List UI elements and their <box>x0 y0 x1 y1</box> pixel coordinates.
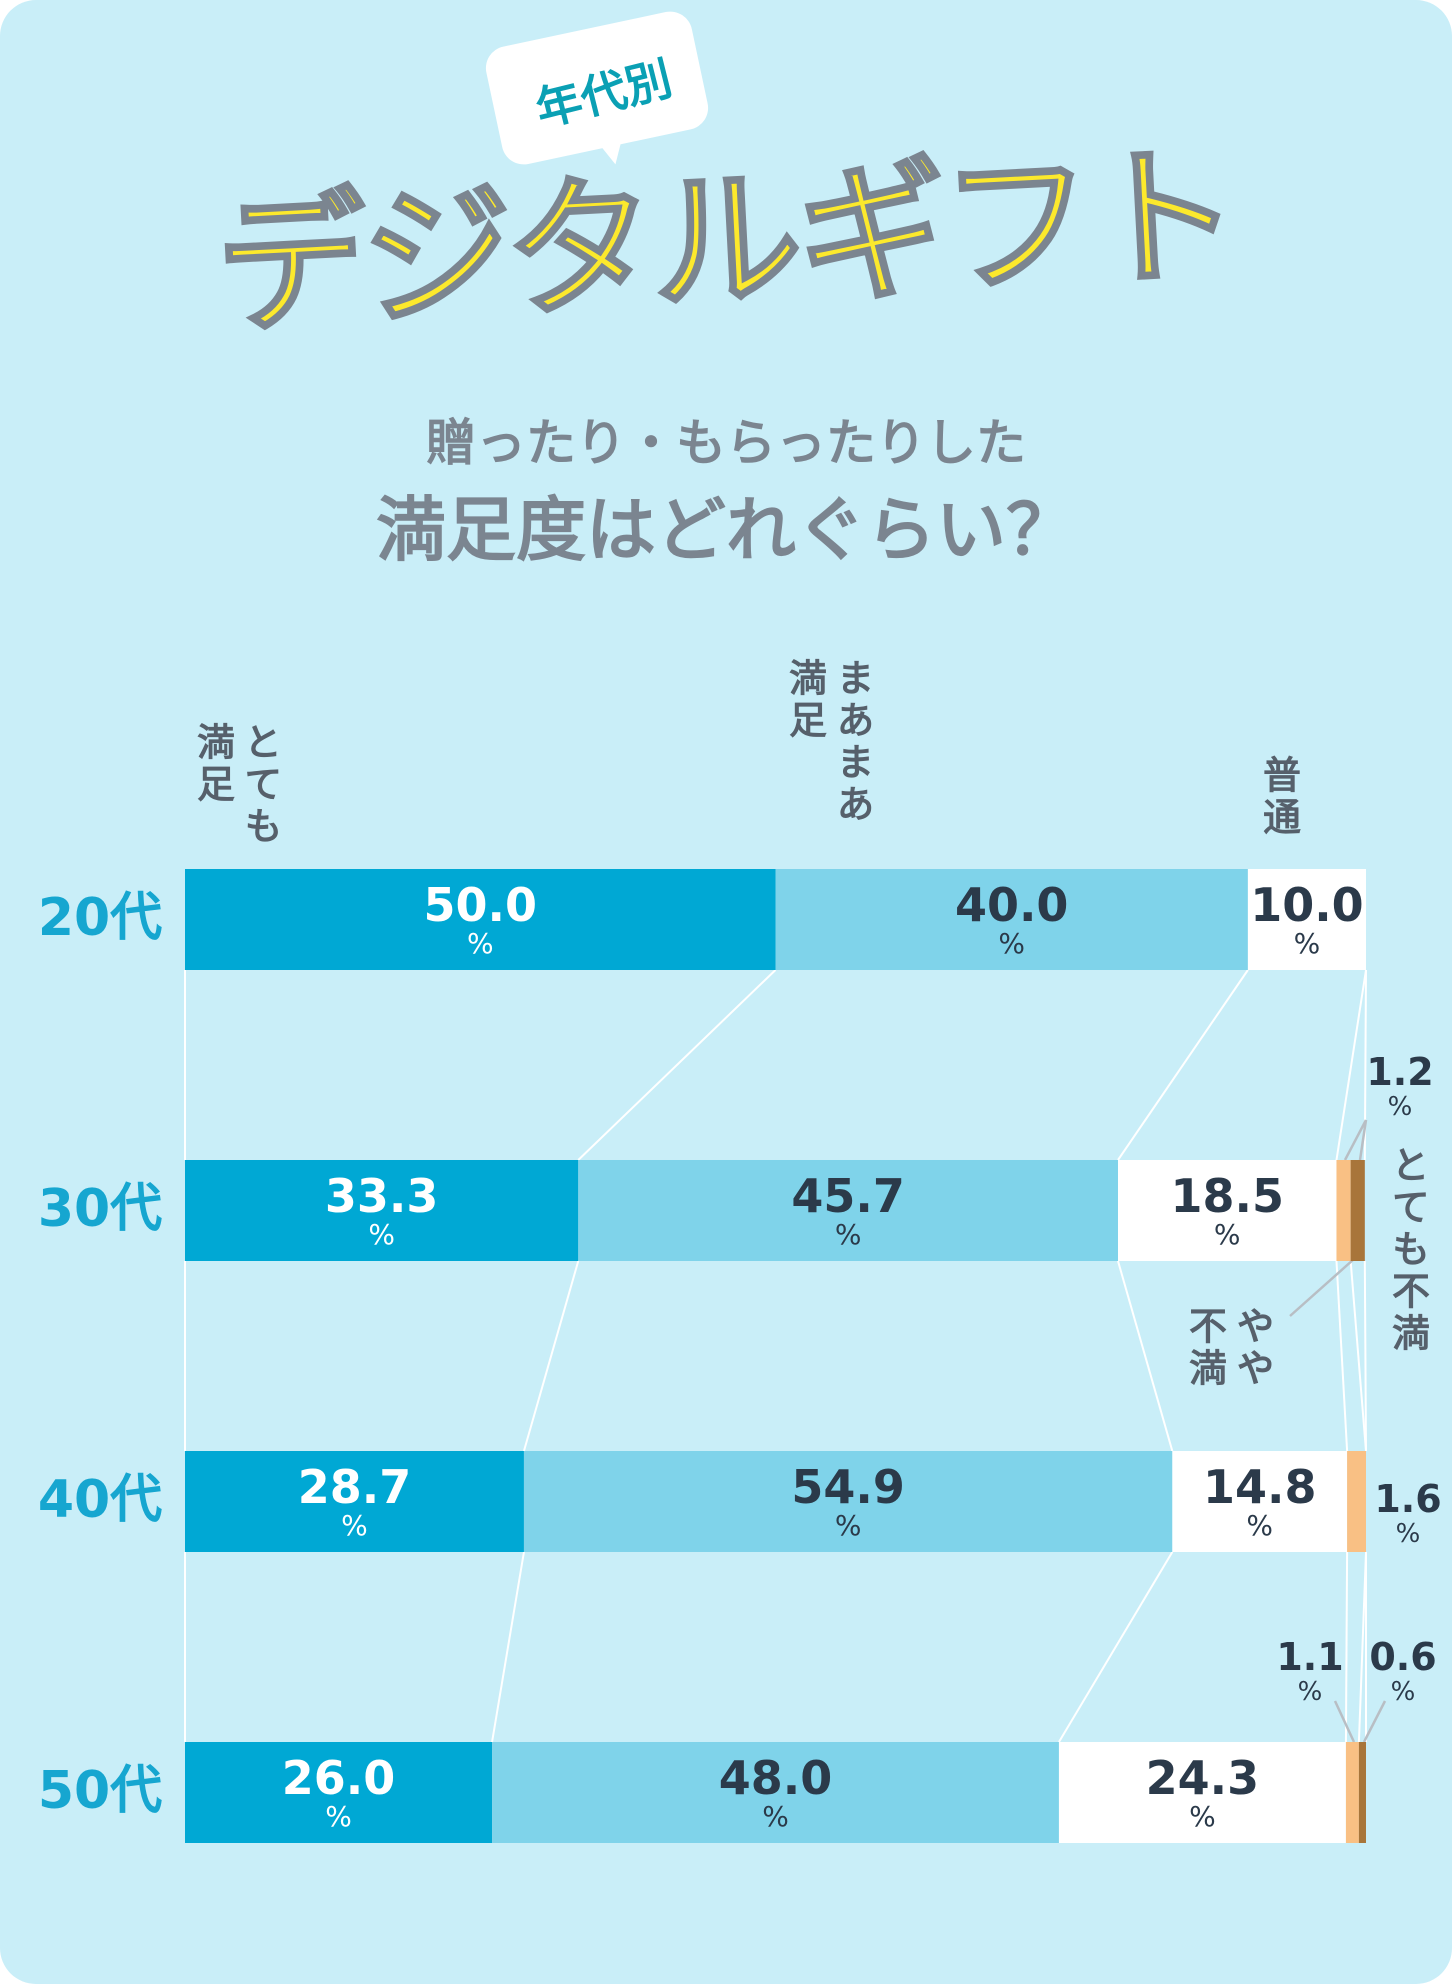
data-label: 28.7 <box>298 1460 412 1514</box>
connector-line <box>1363 1260 1367 1452</box>
legend-label-line: 普通 <box>1256 755 1301 839</box>
data-label-unit: % <box>1298 1677 1323 1707</box>
legend-label-line: やや <box>1230 1306 1274 1390</box>
bar-segment <box>1345 1742 1359 1843</box>
connector-line <box>522 1260 580 1452</box>
data-label-unit: % <box>368 1218 395 1251</box>
data-label: 0.6 <box>1369 1635 1436 1679</box>
leader-line <box>1289 1258 1355 1317</box>
data-label: 26.0 <box>282 1751 396 1805</box>
bar-segment <box>578 1160 1118 1261</box>
data-label: 54.9 <box>791 1460 905 1514</box>
data-label: 45.7 <box>791 1169 905 1223</box>
data-label-unit: % <box>835 1218 862 1251</box>
data-label-unit: % <box>1396 1519 1421 1549</box>
legend-label-very-satisfied: とても 満足 <box>188 722 283 848</box>
leader-line <box>1362 1700 1387 1743</box>
data-label-unit: % <box>1388 1092 1413 1122</box>
connector-line <box>1117 969 1249 1161</box>
data-label: 40.0 <box>955 878 1069 932</box>
data-label: 1.1 <box>1276 1635 1343 1679</box>
connector-line <box>1335 969 1367 1161</box>
bar-segment <box>1358 1742 1366 1843</box>
bar-segment <box>1058 1742 1346 1843</box>
data-label: 24.3 <box>1146 1751 1260 1805</box>
leader-line <box>1358 1119 1368 1161</box>
leader-line <box>1333 1700 1356 1743</box>
bar-segment <box>185 1742 493 1843</box>
category-label-30代: 30代 <box>38 1179 162 1239</box>
bar-segment <box>185 1451 524 1552</box>
data-label: 10.0 <box>1250 878 1364 932</box>
legend-label-line: 満足 <box>190 722 235 806</box>
connector-line <box>577 969 777 1161</box>
data-label: 14.8 <box>1203 1460 1317 1514</box>
legend-label-somewhat-dissatisfied: やや 不満 <box>1180 1306 1275 1390</box>
bar-segment <box>1350 1160 1365 1261</box>
legend-label-very-dissatisfied: とても不満 <box>1383 1145 1431 1355</box>
bar-segment <box>185 1160 579 1261</box>
data-label-unit: % <box>325 1800 352 1833</box>
legend-label-line: 満足 <box>782 658 827 742</box>
chart-subtitle-line1: 贈ったり・もらったりした <box>426 414 1026 472</box>
connector-line <box>1335 1260 1349 1452</box>
connector-line <box>1058 1551 1174 1743</box>
bar-segment <box>1172 1451 1348 1552</box>
data-label-unit: % <box>341 1509 368 1542</box>
data-label-unit: % <box>1391 1677 1416 1707</box>
legend-label-neutral: 普通 <box>1254 755 1302 839</box>
data-label-unit: % <box>1214 1218 1241 1251</box>
data-label: 33.3 <box>325 1169 439 1223</box>
data-label-unit: % <box>998 927 1025 960</box>
bar-segment <box>185 869 776 970</box>
connector-line <box>1349 1260 1367 1452</box>
connector-line <box>1344 1551 1349 1743</box>
data-label-unit: % <box>1189 1800 1216 1833</box>
connector-line <box>491 1551 525 1743</box>
data-label: 50.0 <box>424 878 538 932</box>
bar-segment <box>1247 869 1366 970</box>
chart-subtitle-line2: 満足度はどれぐらい？ <box>376 489 1076 571</box>
legend-label-line: とても不満 <box>1385 1145 1430 1355</box>
bar-segment <box>523 1451 1173 1552</box>
data-label-unit: % <box>835 1509 862 1542</box>
data-label-unit: % <box>1246 1509 1273 1542</box>
connector-line <box>1357 1551 1367 1743</box>
legend-label-line: とても <box>238 722 282 848</box>
legend-label-somewhat-satisfied: まあまあ 満足 <box>780 658 875 826</box>
bar-segment <box>1336 1160 1351 1261</box>
legend-label-line: 不満 <box>1182 1306 1227 1390</box>
leader-line <box>1343 1119 1368 1161</box>
bar-segment <box>775 869 1248 970</box>
data-label: 48.0 <box>719 1751 833 1805</box>
legend-label-line: まあまあ <box>830 658 874 826</box>
data-label-unit: % <box>762 1800 789 1833</box>
category-label-50代: 50代 <box>38 1761 162 1821</box>
connector-line <box>1117 1260 1174 1452</box>
data-label: 18.5 <box>1170 1169 1284 1223</box>
category-label-40代: 40代 <box>38 1470 162 1530</box>
category-label-20代: 20代 <box>38 888 162 948</box>
data-label: 1.2 <box>1366 1050 1433 1094</box>
data-label-unit: % <box>1294 927 1321 960</box>
data-label: 1.6 <box>1374 1477 1441 1521</box>
bar-segment <box>1347 1451 1366 1552</box>
bar-segment <box>492 1742 1059 1843</box>
data-label-unit: % <box>467 927 494 960</box>
bar-segment <box>1117 1160 1337 1261</box>
